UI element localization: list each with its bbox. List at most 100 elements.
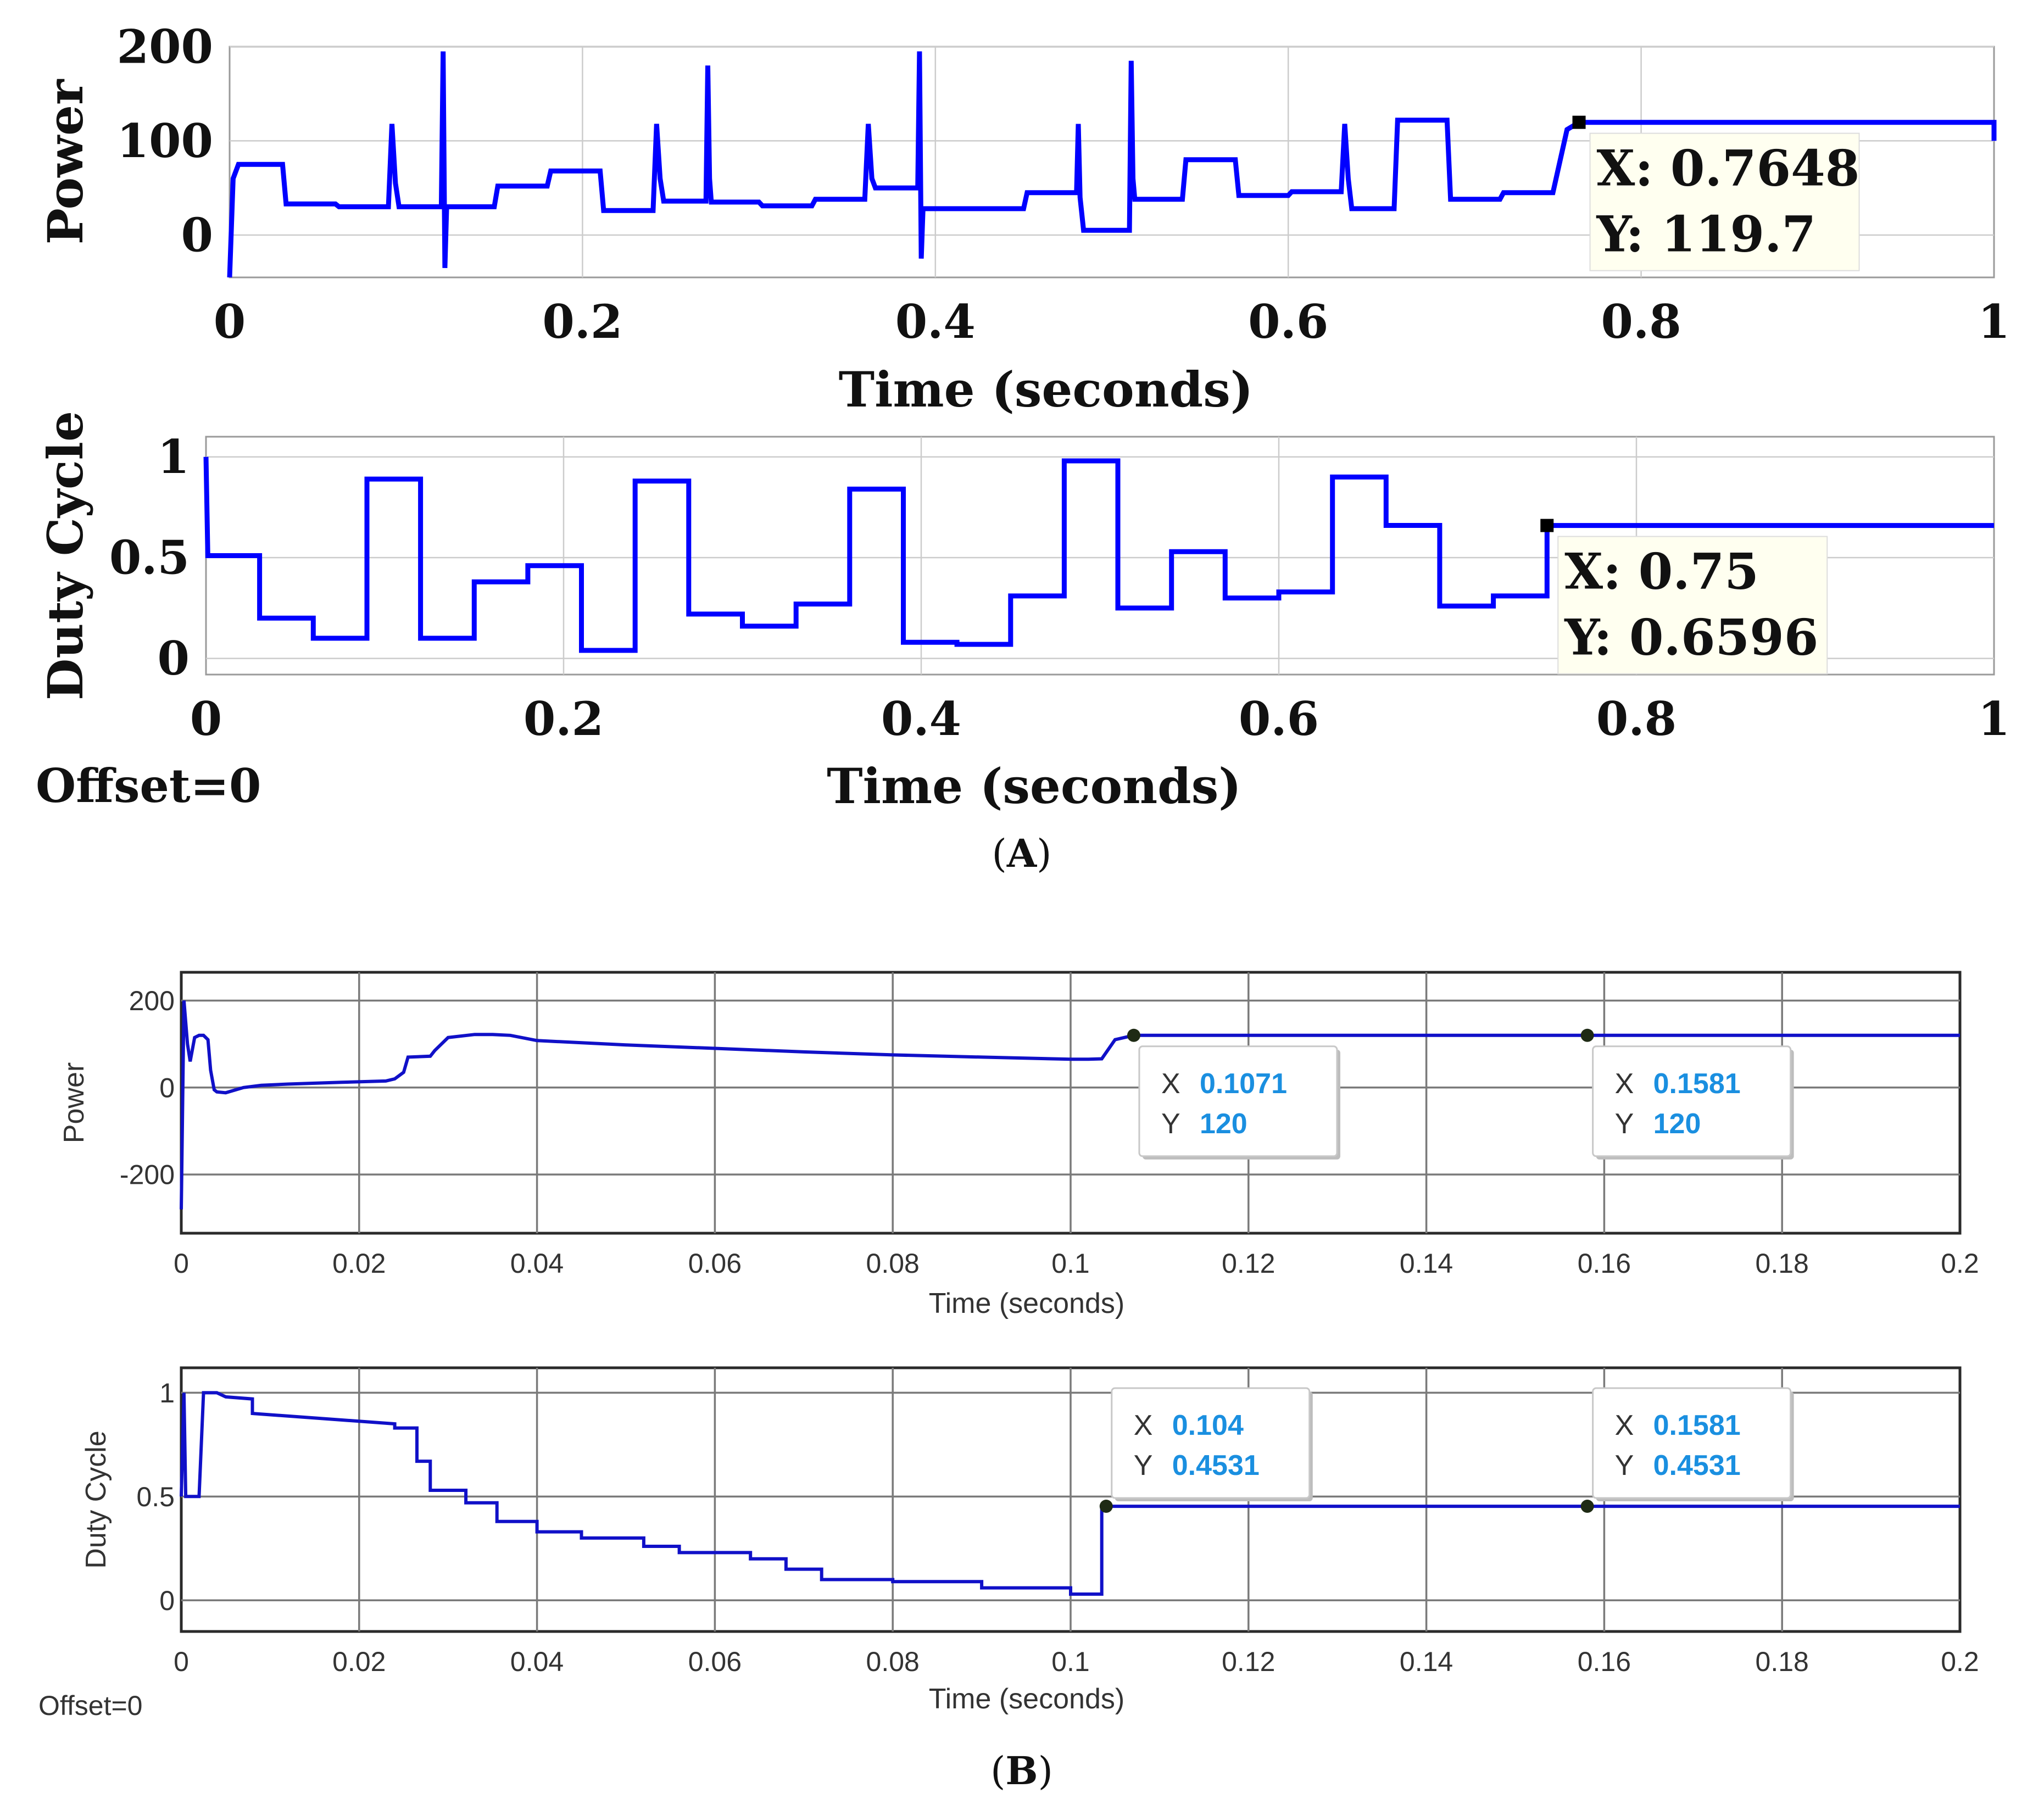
datatip-y-value: 120 [1200, 1108, 1247, 1140]
x-axis-label: Time (seconds) [839, 361, 1254, 418]
y-axis-label: Power [58, 1062, 90, 1143]
datatip-x-prefix: X [1134, 1410, 1153, 1441]
x-tick-label: 0.06 [688, 1248, 742, 1279]
x-axis-label: Time (seconds) [929, 1288, 1124, 1319]
chart-b-power: 0 0.02 0.04 0.06 0.08 0.1 0.12 0.14 0.16 0.18 0.2 -… [58, 971, 1979, 1319]
datatip-y-prefix: Y [1161, 1108, 1180, 1140]
datatip-x: X: 0.75 [1564, 543, 1759, 601]
x-tick-label: 0.4 [895, 294, 976, 349]
datatip-x-prefix: X [1615, 1068, 1634, 1100]
y-tick-label: 1 [158, 430, 190, 484]
datatip-y: Y: 0.6596 [1564, 609, 1818, 667]
x-tick-label: 0.1 [1051, 1248, 1090, 1279]
panel-label-b: (B) [990, 1748, 1053, 1794]
x-tick-label: 0.12 [1222, 1248, 1275, 1279]
y-tick-label: 100 [117, 114, 213, 168]
datatip-marker [1572, 115, 1586, 129]
x-tick-label: 0.2 [1941, 1248, 1979, 1279]
y-axis-label: Power [37, 79, 94, 244]
x-tick-label: 0.2 [523, 692, 604, 746]
datatip-y-prefix: Y [1615, 1450, 1634, 1482]
x-tick-label: 0.04 [510, 1248, 564, 1279]
x-axis-label: Time (seconds) [827, 758, 1241, 815]
panel-label-b-letter: B [1005, 1748, 1038, 1794]
series-line [180, 1391, 1960, 1596]
datatip-box [1557, 536, 1828, 675]
datatip-x: X: 0.7648 [1597, 140, 1860, 198]
panel-label-a-close: ) [1037, 831, 1051, 876]
datatip-box [1138, 1045, 1338, 1157]
datatip-y: Y: 119.7 [1596, 205, 1817, 264]
panel-label-a-open: ( [992, 831, 1007, 876]
x-tick-label: 0 [174, 1646, 189, 1677]
x-tick-label: 0.16 [1578, 1646, 1631, 1677]
offset-label: Offset=0 [36, 759, 261, 813]
x-tick-label: 0 [190, 692, 222, 746]
x-tick-label: 0 [214, 294, 246, 349]
y-tick-label: 200 [129, 985, 175, 1016]
x-tick-label: 0.8 [1596, 692, 1677, 746]
datatip-x-value: 0.1071 [1200, 1068, 1287, 1100]
y-tick-label: 0 [158, 631, 190, 686]
y-tick-label: 1 [159, 1378, 175, 1408]
x-tick-label: 0.12 [1222, 1646, 1275, 1677]
y-axis-label: Duty Cycle [37, 411, 94, 700]
panel-label-a: (A) [992, 831, 1052, 876]
datatip-marker [1540, 519, 1554, 532]
datatip-x-value: 0.1581 [1653, 1410, 1741, 1441]
x-tick-label: 0.6 [1248, 294, 1328, 349]
y-axis-label: Duty Cycle [80, 1430, 112, 1568]
datatip-box [1592, 1387, 1792, 1499]
panel-label-b-close: ) [1038, 1748, 1053, 1794]
x-tick-label: 0.4 [881, 692, 961, 746]
x-tick-label: 0.16 [1578, 1248, 1631, 1279]
datatip-box [1589, 132, 1860, 271]
datatip-marker [1127, 1028, 1140, 1042]
x-tick-label: 0.8 [1601, 294, 1681, 349]
datatip-y-value: 0.4531 [1653, 1450, 1741, 1482]
chart-a-power: 0 0.2 0.4 0.6 0.8 1 0 100 200 Time (seconds) Power… [37, 19, 2010, 418]
panel-label-b-open: ( [990, 1748, 1005, 1794]
datatip-y-value: 0.4531 [1172, 1450, 1260, 1482]
datatip-box [1111, 1387, 1311, 1499]
x-tick-label: 0.08 [866, 1646, 920, 1677]
x-tick-label: 0.08 [866, 1248, 920, 1279]
y-tick-label: 0.5 [109, 531, 190, 585]
datatip-y-prefix: Y [1134, 1450, 1153, 1482]
y-tick-label: 0 [181, 208, 213, 262]
x-tick-label: 0.04 [510, 1646, 564, 1677]
datatip-marker [1580, 1500, 1594, 1513]
datatip-x-value: 0.104 [1172, 1410, 1244, 1441]
y-tick-label: -200 [120, 1160, 175, 1190]
y-tick-label: 0.5 [136, 1482, 175, 1512]
x-tick-label: 0 [174, 1248, 189, 1279]
panel-label-a-letter: A [1006, 831, 1038, 876]
x-tick-label: 0.06 [688, 1646, 742, 1677]
x-tick-label: 0.2 [542, 294, 622, 349]
datatip-y-prefix: Y [1615, 1108, 1634, 1140]
chart-b-duty-cycle: 0 0.02 0.04 0.06 0.08 0.1 0.12 0.14 0.16 0.18 0.2 0… [38, 1366, 1979, 1721]
x-tick-label: 1 [1978, 692, 2010, 746]
x-tick-label: 0.18 [1756, 1248, 1809, 1279]
y-tick-label: 0 [159, 1072, 175, 1103]
y-tick-label: 0 [159, 1585, 175, 1616]
chart-a-duty-cycle: 0 0.2 0.4 0.6 0.8 1 0 0.5 1 Time (seconds) Duty Cy… [36, 411, 2010, 815]
x-tick-label: 0.6 [1239, 692, 1319, 746]
x-tick-label: 0.1 [1051, 1646, 1090, 1677]
x-axis-label: Time (seconds) [929, 1683, 1124, 1715]
x-tick-label: 0.14 [1400, 1248, 1453, 1279]
x-tick-label: 0.14 [1400, 1646, 1453, 1677]
datatip-marker [1099, 1500, 1113, 1513]
x-tick-label: 0.02 [332, 1646, 386, 1677]
datatip-x-value: 0.1581 [1653, 1068, 1741, 1100]
datatip-y-value: 120 [1653, 1108, 1701, 1140]
datatip-box [1592, 1045, 1792, 1157]
y-tick-label: 200 [117, 19, 213, 74]
x-tick-label: 0.18 [1756, 1646, 1809, 1677]
series-line [227, 51, 1997, 278]
offset-label: Offset=0 [38, 1690, 142, 1721]
x-tick-label: 0.2 [1941, 1646, 1979, 1677]
x-tick-label: 1 [1978, 294, 2010, 349]
datatip-x-prefix: X [1615, 1410, 1634, 1441]
